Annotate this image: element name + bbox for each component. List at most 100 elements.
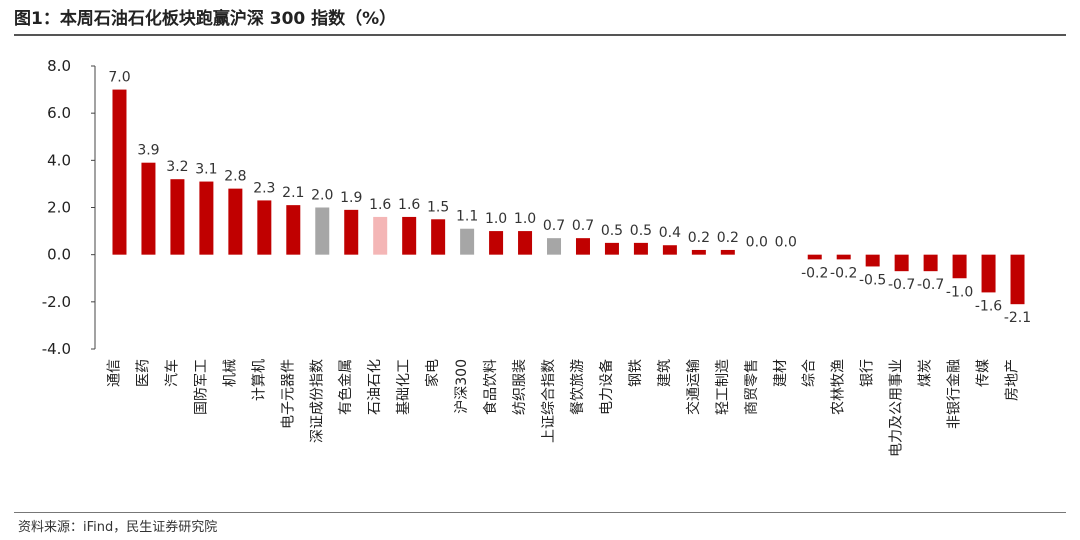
y-tick-label: 6.0 xyxy=(47,104,71,122)
x-tick-label: 食品饮料 xyxy=(482,359,499,415)
data-label: -0.5 xyxy=(859,272,886,288)
x-tick-label: 建材 xyxy=(773,359,789,387)
data-label: 2.3 xyxy=(253,180,275,196)
data-label: -1.6 xyxy=(975,298,1002,314)
bar xyxy=(575,238,590,255)
bar xyxy=(431,219,446,255)
bar xyxy=(923,254,938,272)
x-tick-label: 纺织服装 xyxy=(512,359,528,415)
chart-title: 图1：本周石油石化板块跑赢沪深 300 指数（%） xyxy=(14,9,397,29)
x-tick-label: 有色金属 xyxy=(337,359,354,415)
data-label: 1.6 xyxy=(369,197,391,213)
bar xyxy=(199,181,214,255)
x-tick-label: 农林牧渔 xyxy=(831,359,847,415)
x-tick-label: 医药 xyxy=(135,359,151,387)
x-tick-label: 家电 xyxy=(424,359,441,387)
bar xyxy=(952,254,967,279)
x-tick-label: 基础化工 xyxy=(395,359,412,415)
x-tick-label: 钢铁 xyxy=(628,359,644,387)
x-tick-label: 电力及公用事业 xyxy=(889,359,905,457)
data-label: 0.5 xyxy=(601,223,623,239)
data-label: -1.0 xyxy=(946,284,973,300)
source-note: 资料来源：iFind，民生证券研究院 xyxy=(18,520,218,535)
x-tick-label: 深证成份指数 xyxy=(309,359,325,443)
bars xyxy=(112,89,1025,305)
x-tick-label: 计算机 xyxy=(251,359,267,401)
x-tick-label: 交通运输 xyxy=(685,359,702,415)
bar xyxy=(402,216,417,255)
x-tick-label: 上证综合指数 xyxy=(541,359,557,443)
source-rule xyxy=(14,512,1066,513)
x-tick-label: 煤炭 xyxy=(918,359,934,387)
bar xyxy=(1010,254,1025,305)
x-tick-label: 餐饮旅游 xyxy=(570,359,586,415)
x-tick-label: 银行 xyxy=(860,359,876,387)
x-tick-label: 商贸零售 xyxy=(744,359,760,415)
bar xyxy=(604,242,619,255)
y-tick-label: -2.0 xyxy=(42,293,71,311)
data-label: 7.0 xyxy=(108,70,130,86)
bar xyxy=(373,216,388,255)
y-tick-label: 0.0 xyxy=(47,246,71,264)
bar xyxy=(518,231,533,255)
bar xyxy=(141,162,156,255)
data-label: 3.1 xyxy=(195,162,217,178)
bar xyxy=(633,242,648,255)
y-axis: 8.0 6.0 4.0 2.0 0.0 -2.0 -4.0 xyxy=(42,57,96,358)
y-tick-label: 4.0 xyxy=(47,151,71,169)
x-axis-labels: 通信 医药 汽车 国防军工 机械 计算机 电子元器件 深证成份指数 有色金属 石油石化 基础化工 家电… xyxy=(106,359,1020,457)
data-label: 1.9 xyxy=(340,190,362,206)
data-label: -0.2 xyxy=(830,265,857,281)
x-tick-label: 通信 xyxy=(106,359,122,387)
data-label: -0.7 xyxy=(917,277,944,293)
data-label: 0.0 xyxy=(775,235,797,251)
x-tick-label: 石油石化 xyxy=(367,359,383,415)
bar xyxy=(547,238,562,255)
x-tick-label: 传媒 xyxy=(976,359,992,387)
data-label: 2.8 xyxy=(224,169,246,185)
bar xyxy=(807,254,822,260)
data-label: 3.9 xyxy=(137,143,159,159)
bar xyxy=(257,200,272,255)
data-label: 0.2 xyxy=(717,230,739,246)
data-label: -0.2 xyxy=(801,265,828,281)
bar xyxy=(836,254,851,260)
y-tick-label: 2.0 xyxy=(47,199,71,217)
bar xyxy=(170,179,185,255)
data-label: 0.2 xyxy=(688,230,710,246)
data-label: 1.1 xyxy=(456,209,478,225)
bar xyxy=(981,254,996,293)
data-label: 1.0 xyxy=(514,211,536,227)
data-label: 1.0 xyxy=(485,211,507,227)
bar-chart: 8.0 6.0 4.0 2.0 0.0 -2.0 -4.0 7.0 3.9 3.2 3.1 2.8 2… xyxy=(42,57,1031,457)
x-tick-label: 建筑 xyxy=(657,359,673,387)
x-tick-label: 机械 xyxy=(222,359,238,387)
bar xyxy=(460,228,475,255)
bar xyxy=(315,207,330,255)
data-label: -0.7 xyxy=(888,277,915,293)
data-label: 2.0 xyxy=(311,188,333,204)
data-label: 1.6 xyxy=(398,197,420,213)
bar xyxy=(662,245,677,255)
data-label: 0.5 xyxy=(630,223,652,239)
x-tick-label: 电力设备 xyxy=(598,359,615,415)
data-label: 1.5 xyxy=(427,199,449,215)
data-label: -2.1 xyxy=(1004,310,1031,326)
data-label: 2.1 xyxy=(282,185,304,201)
data-labels: 7.0 3.9 3.2 3.1 2.8 2.3 2.1 2.0 1.9 1.6 1.6 1.5 1.1 1… xyxy=(108,70,1031,327)
data-label: 0.4 xyxy=(659,225,681,241)
x-tick-label: 轻工制造 xyxy=(715,359,731,415)
bar xyxy=(865,254,880,267)
x-tick-label: 非银行金融 xyxy=(947,359,963,429)
y-tick-label: 8.0 xyxy=(47,57,71,75)
x-tick-label: 电子元器件 xyxy=(280,359,296,429)
x-tick-label: 沪深300 xyxy=(454,359,470,414)
bar xyxy=(489,231,504,255)
data-label: 0.7 xyxy=(572,218,594,234)
bar xyxy=(691,249,706,255)
bar xyxy=(112,89,127,255)
bar xyxy=(344,209,359,255)
data-label: 0.7 xyxy=(543,218,565,234)
bar xyxy=(286,205,301,255)
bar xyxy=(228,188,243,255)
